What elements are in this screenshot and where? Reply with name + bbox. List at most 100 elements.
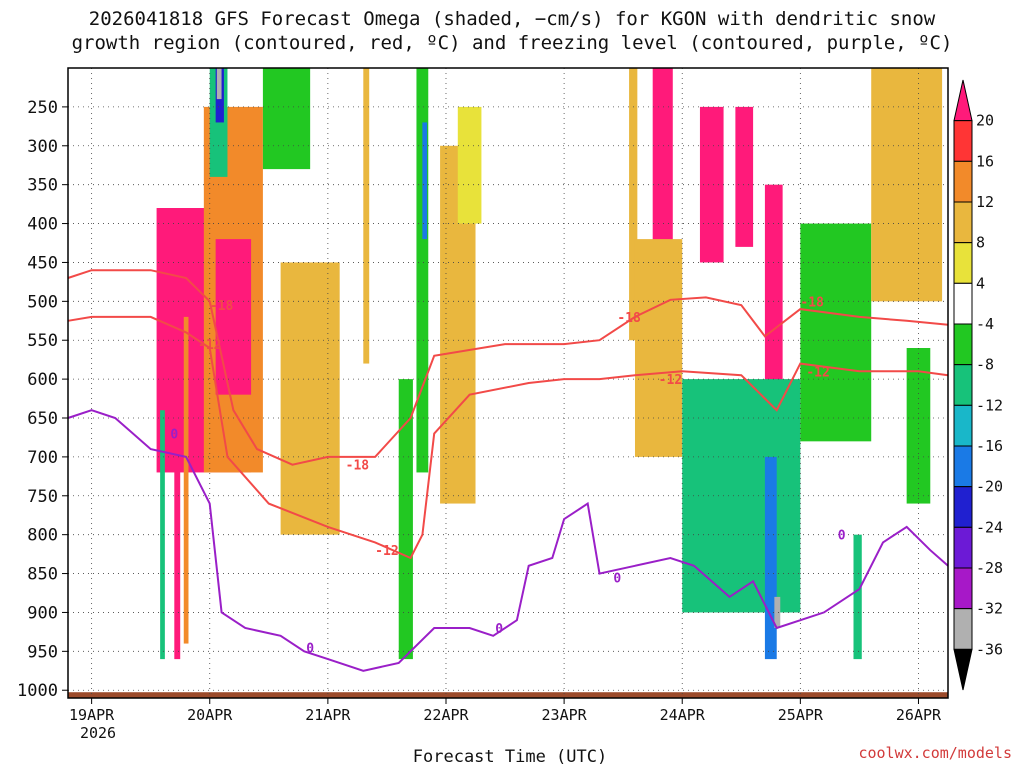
colorbar-swatch xyxy=(953,608,973,650)
chart-title-line-2: growth region (contoured, red, ºC) and f… xyxy=(71,32,953,54)
y-tick-label: 850 xyxy=(27,565,58,585)
contour-freezing-level xyxy=(67,409,949,672)
y-tick-label: 750 xyxy=(27,487,58,507)
y-tick-label: 800 xyxy=(27,526,58,546)
colorbar-swatch xyxy=(953,648,973,691)
contour-label: -12 xyxy=(375,544,398,559)
y-tick-label: 950 xyxy=(27,642,58,662)
colorbar-swatch xyxy=(953,201,973,244)
omega-shaded-cell xyxy=(280,262,340,535)
colorbar-label: -20 xyxy=(976,478,1003,496)
omega-shaded-cell xyxy=(183,316,189,644)
x-tick-label: 23APR xyxy=(542,706,588,724)
colorbar-label: -4 xyxy=(976,315,994,333)
omega-shaded-cell xyxy=(699,106,724,263)
colorbar-label: -24 xyxy=(976,518,1003,536)
omega-shaded-cell xyxy=(774,596,781,628)
y-tick-label: 250 xyxy=(27,98,58,118)
x-axis-year-label: 2026 xyxy=(80,724,116,742)
credit-text: coolwx.com/models xyxy=(858,744,1012,762)
y-tick-label: 650 xyxy=(27,409,58,429)
omega-shaded-cell xyxy=(363,68,370,364)
contour-label: -12 xyxy=(198,338,221,353)
ground-surface xyxy=(68,692,948,698)
colorbar-label: 4 xyxy=(976,274,985,292)
colorbar-label: 12 xyxy=(976,193,994,211)
colorbar-label: 20 xyxy=(976,112,994,130)
contour-dgz-top xyxy=(67,269,949,466)
colorbar: 20 16 12 8 4 -4 -8 -12 -16 -20 -24 -28 -32 -36 xyxy=(953,79,1003,691)
plot-frame xyxy=(67,67,949,699)
omega-shaded-cell xyxy=(735,106,754,247)
y-tick-label: 500 xyxy=(27,292,58,312)
colorbar-label: -16 xyxy=(976,437,1003,455)
omega-shaded-cell xyxy=(634,239,683,457)
x-tick-label: 26APR xyxy=(896,706,942,724)
colorbar-swatch xyxy=(953,79,973,122)
omega-shaded-cell xyxy=(682,379,801,613)
omega-shaded-cell xyxy=(174,348,181,660)
y-tick-label: 550 xyxy=(27,331,58,351)
contour-label: -18 xyxy=(210,299,234,314)
omega-shaded-cell xyxy=(160,410,165,660)
omega-shaded-cell xyxy=(422,122,428,240)
y-tick-label: 450 xyxy=(27,253,58,273)
colorbar-label: -36 xyxy=(976,640,1003,658)
contour-label: 0 xyxy=(170,428,178,443)
contour-label: -18 xyxy=(800,295,824,310)
colorbar-label: 16 xyxy=(976,152,994,170)
colorbar-swatch xyxy=(953,120,973,162)
colorbar-swatch xyxy=(953,404,973,447)
x-tick-label: 21APR xyxy=(305,706,351,724)
y-tick-label: 900 xyxy=(27,603,58,623)
omega-shaded-cell xyxy=(871,68,943,302)
contour-label: 0 xyxy=(495,622,503,637)
contour-dgz-bottom xyxy=(67,315,949,560)
colorbar-swatch xyxy=(953,445,973,488)
y-tick-label: 300 xyxy=(27,137,58,157)
colorbar-label: 8 xyxy=(976,234,985,252)
omega-shaded-cell xyxy=(652,68,673,278)
colorbar-swatch xyxy=(953,364,973,406)
colorbar-label: -12 xyxy=(976,396,1003,414)
y-tick-label: 400 xyxy=(27,215,58,235)
contour-label: -12 xyxy=(806,365,829,380)
omega-shaded-cell xyxy=(764,184,783,395)
x-tick-label: 25APR xyxy=(778,706,824,724)
omega-shaded-cell xyxy=(416,68,429,473)
y-tick-label: 350 xyxy=(27,176,58,196)
y-tick-label: 1000 xyxy=(17,681,58,701)
x-axis-tick-labels: 19APR 20APR 21APR 22APR 23APR 24APR 25APR 26APR xyxy=(69,698,942,724)
omega-shaded-cell xyxy=(216,68,222,100)
colorbar-swatch xyxy=(953,323,973,366)
y-axis-tick-labels: 250 300 350 400 450 500 550 600 650 700 750 800 850 9… xyxy=(17,98,68,701)
colorbar-label: -28 xyxy=(976,559,1003,577)
omega-shaded-cell xyxy=(764,456,777,660)
colorbar-swatch xyxy=(953,567,973,610)
y-tick-label: 700 xyxy=(27,448,58,468)
chart-title-line-1: 2026041818 GFS Forecast Omega (shaded, −… xyxy=(88,8,936,30)
x-tick-label: 19APR xyxy=(69,706,115,724)
contour-label: 0 xyxy=(613,571,621,586)
colorbar-swatch xyxy=(953,526,973,569)
omega-shaded-cell xyxy=(629,68,638,341)
colorbar-swatch xyxy=(953,282,973,325)
x-tick-label: 20APR xyxy=(187,706,233,724)
omega-shaded-cell xyxy=(800,223,872,442)
colorbar-label: -8 xyxy=(976,356,994,374)
omega-shaded-cell xyxy=(906,348,931,504)
omega-shaded-cell xyxy=(262,68,311,170)
contour-label: 0 xyxy=(838,529,846,544)
x-tick-label: 22APR xyxy=(423,706,469,724)
omega-shaded-cell xyxy=(457,106,482,224)
omega-shaded-cell xyxy=(853,534,862,660)
contour-label: 0 xyxy=(306,641,314,656)
colorbar-label: -32 xyxy=(976,600,1003,618)
x-axis-title: Forecast Time (UTC) xyxy=(413,747,607,767)
y-tick-label: 600 xyxy=(27,370,58,390)
x-tick-label: 24APR xyxy=(660,706,706,724)
colorbar-swatch xyxy=(953,242,973,284)
contour-label: -18 xyxy=(346,459,370,474)
contour-label: -12 xyxy=(659,373,682,388)
